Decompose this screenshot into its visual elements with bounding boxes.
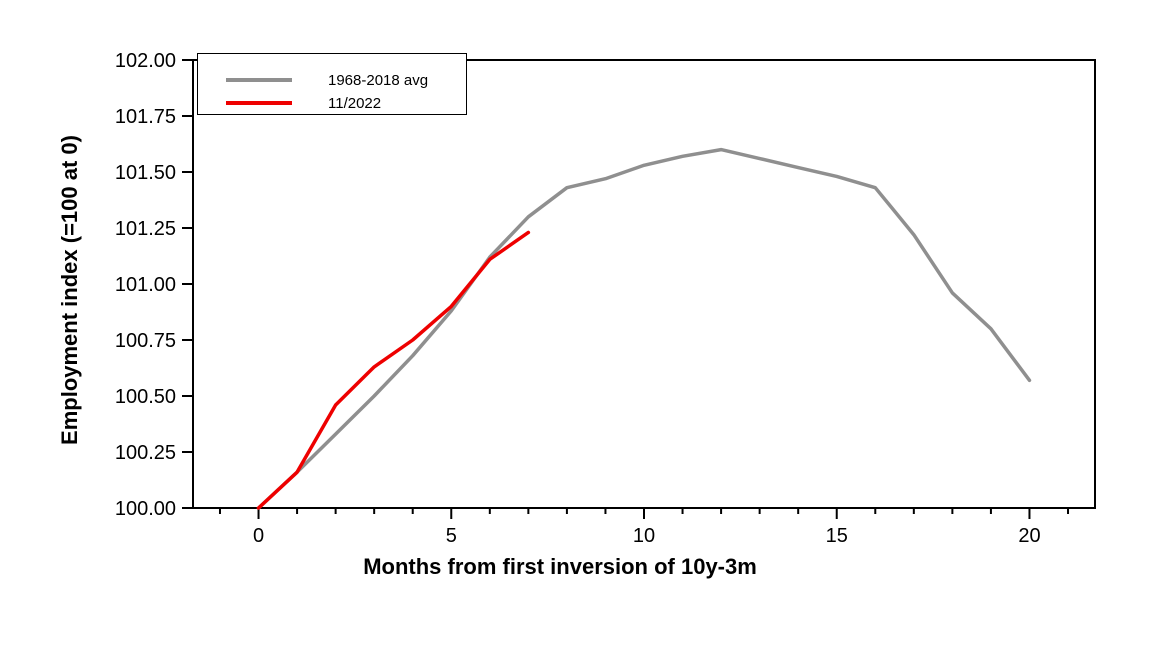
series-line-1	[256, 230, 531, 510]
legend-item-2022: 11/2022	[226, 94, 382, 112]
legend-item-avg: 1968-2018 avg	[226, 71, 429, 89]
y-axis-title: Employment index (=100 at 0)	[57, 135, 82, 445]
x-tick-label: 0	[253, 525, 264, 547]
legend-label-2022: 11/2022	[328, 94, 382, 112]
legend-line-swatch-red	[226, 101, 292, 105]
x-tick-label: 10	[633, 525, 655, 547]
x-tick-label: 5	[446, 525, 457, 547]
y-tick-label: 100.00	[115, 498, 176, 520]
x-tick-label: 15	[826, 525, 848, 547]
x-tick-label: 20	[1018, 525, 1040, 547]
x-axis-title: Months from first inversion of 10y-3m	[363, 554, 757, 579]
y-tick-label: 102.00	[115, 50, 176, 72]
y-tick-label: 101.75	[115, 106, 176, 128]
y-tick-label: 100.75	[115, 330, 176, 352]
series-line-0	[256, 147, 1032, 510]
y-tick-label: 100.50	[115, 386, 176, 408]
legend-label-avg: 1968-2018 avg	[328, 71, 429, 89]
y-tick-label: 101.25	[115, 218, 176, 240]
legend: 1968-2018 avg 11/2022	[197, 53, 467, 115]
y-tick-label: 101.00	[115, 274, 176, 296]
legend-line-swatch-gray	[226, 78, 292, 82]
y-tick-label: 100.25	[115, 442, 176, 464]
y-tick-label: 101.50	[115, 162, 176, 184]
